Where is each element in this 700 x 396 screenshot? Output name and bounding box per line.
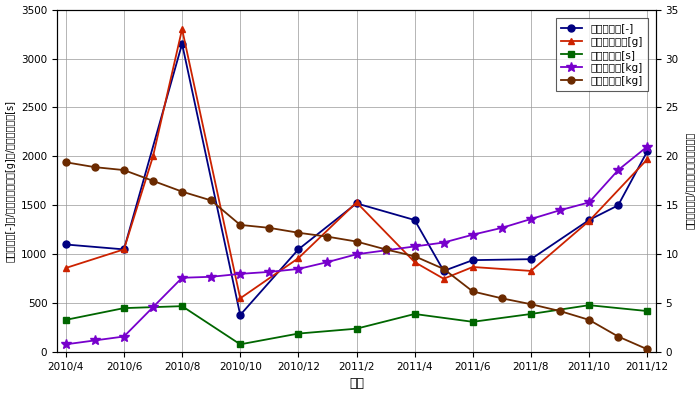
パルス数　[-] <box>614 203 622 208</box>
累積消費量[kg] <box>120 334 128 339</box>
累積消費量[kg] <box>410 244 419 249</box>
残推薬量　[kg] <box>410 254 419 259</box>
残推薬量　[kg] <box>236 223 244 227</box>
累積消費量[kg] <box>440 240 448 245</box>
Line: 噴射時間　[s]: 噴射時間 [s] <box>62 302 651 348</box>
累積消費量[kg] <box>382 248 390 253</box>
残推薬量　[kg] <box>207 198 216 203</box>
累積消費量[kg] <box>323 260 332 265</box>
パルス数　[-] <box>352 201 361 206</box>
噴射時間　[s] <box>643 308 652 313</box>
噴射時間　[s] <box>62 318 70 322</box>
噴射時間　[s] <box>585 303 594 308</box>
累積消費量[kg] <box>585 200 594 205</box>
残推薬量　[kg] <box>62 160 70 165</box>
残推薬量　[kg] <box>120 168 128 173</box>
パルス数　[-] <box>440 268 448 273</box>
累積消費量[kg] <box>468 232 477 237</box>
累積消費量[kg] <box>352 252 361 257</box>
累積消費量[kg] <box>207 274 216 279</box>
パルス数　[-] <box>410 218 419 223</box>
累積消費量[kg] <box>526 217 535 221</box>
噴射時間　[s] <box>236 342 244 347</box>
パルス数　[-] <box>294 247 302 252</box>
パルス数　[-] <box>585 218 594 223</box>
累積消費量[kg] <box>498 225 506 230</box>
推薬消費量　[g] <box>62 266 70 270</box>
推薬消費量　[g] <box>149 154 158 159</box>
推薬消費量　[g] <box>120 247 128 252</box>
残推薬量　[kg] <box>178 189 186 194</box>
累積消費量[kg] <box>556 208 564 213</box>
残推薬量　[kg] <box>585 318 594 322</box>
残推薬量　[kg] <box>91 165 99 169</box>
噴射時間　[s] <box>120 306 128 310</box>
推薬消費量　[g] <box>410 260 419 265</box>
パルス数　[-] <box>236 312 244 317</box>
Y-axis label: 累積消費量　/　残推薬量　［ｋｇ］: 累積消費量 / 残推薬量 ［ｋｇ］ <box>685 132 694 230</box>
パルス数　[-] <box>62 242 70 247</box>
推薬消費量　[g] <box>294 256 302 261</box>
残推薬量　[kg] <box>526 302 535 307</box>
噴射時間　[s] <box>352 326 361 331</box>
残推薬量　[kg] <box>643 347 652 352</box>
パルス数　[-] <box>526 257 535 261</box>
噴射時間　[s] <box>410 312 419 316</box>
累積消費量[kg] <box>178 275 186 280</box>
累積消費量[kg] <box>265 270 274 274</box>
Line: パルス数　[-]: パルス数 [-] <box>62 40 651 318</box>
噴射時間　[s] <box>294 331 302 336</box>
残推薬量　[kg] <box>352 239 361 244</box>
Line: 累積消費量[kg]: 累積消費量[kg] <box>61 142 652 349</box>
推薬消費量　[g] <box>643 157 652 162</box>
残推薬量　[kg] <box>382 247 390 252</box>
残推薬量　[kg] <box>149 179 158 183</box>
累積消費量[kg] <box>294 267 302 271</box>
パルス数　[-] <box>468 258 477 263</box>
噴射時間　[s] <box>468 320 477 324</box>
パルス数　[-] <box>643 149 652 154</box>
X-axis label: 年月: 年月 <box>349 377 364 390</box>
残推薬量　[kg] <box>440 267 448 271</box>
累積消費量[kg] <box>236 272 244 276</box>
Line: 残推薬量　[kg]: 残推薬量 [kg] <box>62 159 651 353</box>
残推薬量　[kg] <box>498 296 506 301</box>
推薬消費量　[g] <box>585 219 594 223</box>
残推薬量　[kg] <box>468 289 477 294</box>
パルス数　[-] <box>178 42 186 46</box>
累積消費量[kg] <box>643 144 652 149</box>
残推薬量　[kg] <box>556 308 564 313</box>
Y-axis label: パルス数　[-]　/　推薬消費量　[g]　/　噴射時間　[s]: パルス数 [-] / 推薬消費量 [g] / 噴射時間 [s] <box>6 100 15 262</box>
累積消費量[kg] <box>91 338 99 343</box>
累積消費量[kg] <box>62 342 70 347</box>
推薬消費量　[g] <box>352 200 361 205</box>
推薬消費量　[g] <box>236 296 244 301</box>
残推薬量　[kg] <box>323 234 332 239</box>
残推薬量　[kg] <box>265 225 274 230</box>
累積消費量[kg] <box>149 305 158 310</box>
推薬消費量　[g] <box>178 27 186 32</box>
噴射時間　[s] <box>526 312 535 316</box>
パルス数　[-] <box>120 247 128 252</box>
Line: 推薬消費量　[g]: 推薬消費量 [g] <box>62 26 651 302</box>
累積消費量[kg] <box>614 168 622 173</box>
残推薬量　[kg] <box>294 230 302 235</box>
残推薬量　[kg] <box>614 334 622 339</box>
Legend: パルス数　[-], 推薬消費量　[g], 噴射時間　[s], 累積消費量[kg], 残推薬量　[kg]: パルス数 [-], 推薬消費量 [g], 噴射時間 [s], 累積消費量[kg]… <box>556 18 648 91</box>
推薬消費量　[g] <box>440 276 448 281</box>
推薬消費量　[g] <box>468 265 477 269</box>
噴射時間　[s] <box>178 304 186 308</box>
推薬消費量　[g] <box>526 268 535 273</box>
